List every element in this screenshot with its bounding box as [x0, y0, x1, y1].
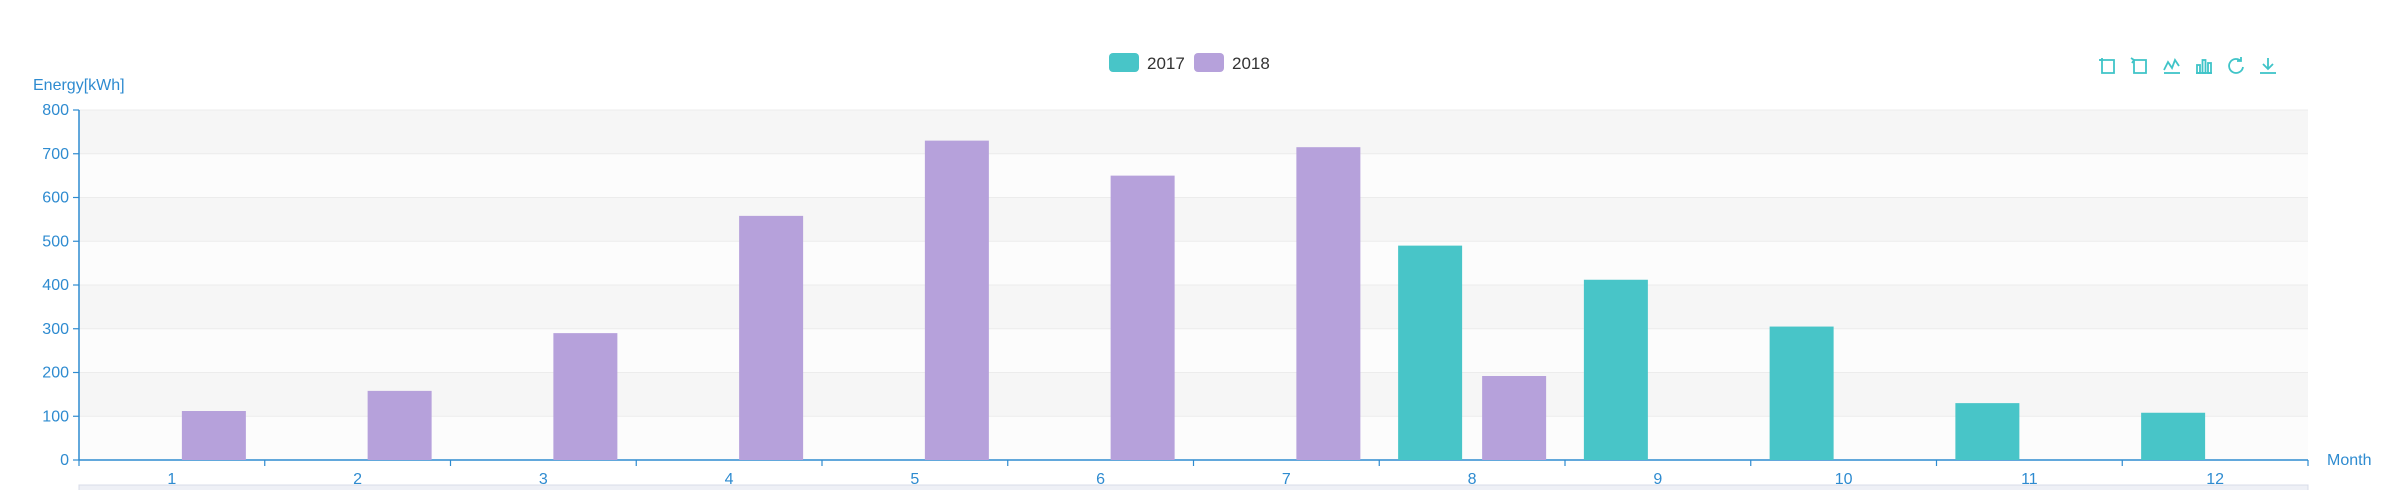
x-tick-label: 9 [1653, 471, 1662, 488]
y-tick-label: 400 [42, 277, 69, 294]
zoom-icon[interactable] [2099, 58, 2115, 74]
grid-band [79, 241, 2308, 285]
legend-label-2017[interactable]: 2017 [1147, 54, 1185, 73]
grid-band [79, 110, 2308, 154]
bar-2018-month-4 [739, 215, 804, 460]
y-axis-ticks: 0 100 200 300 400 500 600 700 800 [42, 102, 79, 469]
bar-2017-month-12 [2141, 412, 2206, 460]
bar-2018-month-8 [1482, 376, 1547, 460]
bar-2018-month-7 [1296, 147, 1361, 460]
legend[interactable]: 2017 2018 [1109, 53, 1270, 73]
x-tick-label: 6 [1096, 471, 1105, 488]
x-tick-label: 4 [725, 471, 734, 488]
x-tick-label: 1 [167, 471, 176, 488]
x-tick-label: 10 [1835, 471, 1853, 488]
restore-icon[interactable] [2228, 57, 2244, 74]
x-axis-title: Month [2327, 452, 2371, 469]
bar-2017-month-9 [1583, 279, 1648, 460]
y-tick-label: 300 [42, 321, 69, 338]
y-tick-label: 700 [42, 146, 69, 163]
bar-2018-month-2 [367, 390, 432, 460]
grid-band [79, 372, 2308, 417]
grid-band [79, 328, 2308, 373]
x-tick-label: 5 [910, 471, 919, 488]
data-zoom-slider[interactable] [78, 484, 2309, 490]
legend-swatch-2017[interactable] [1109, 53, 1139, 72]
legend-swatch-2018[interactable] [1194, 53, 1224, 72]
y-tick-label: 100 [42, 408, 69, 425]
grid-lines [79, 109, 2308, 417]
bar-2018-month-6 [1110, 175, 1175, 460]
y-tick-label: 800 [42, 102, 69, 119]
grid-bands [79, 110, 2308, 460]
x-tick-label: 3 [539, 471, 548, 488]
y-tick-label: 200 [42, 365, 69, 382]
bar-chart-icon[interactable] [2196, 59, 2212, 74]
legend-label-2018[interactable]: 2018 [1232, 54, 1270, 73]
y-axis-title: Energy[kWh] [33, 77, 125, 94]
x-tick-label: 7 [1282, 471, 1291, 488]
grid-band [79, 197, 2308, 242]
zoom-reset-icon[interactable] [2130, 57, 2147, 74]
bar-2017-month-8 [1398, 245, 1463, 460]
bar-2018-month-5 [924, 140, 989, 460]
download-icon[interactable] [2260, 58, 2276, 74]
x-tick-label: 11 [2021, 471, 2038, 488]
grid-band [79, 416, 2308, 460]
bar-2017-month-10 [1769, 326, 1834, 460]
bar-2017-month-11 [1955, 403, 2020, 460]
x-tick-label: 2 [353, 471, 362, 488]
y-tick-label: 0 [60, 452, 69, 469]
toolbox [2099, 57, 2276, 74]
bars [181, 140, 2206, 460]
grid-band [79, 153, 2308, 198]
line-chart-icon[interactable] [2163, 58, 2180, 74]
x-tick-label: 8 [1468, 471, 1477, 488]
x-axis-ticks: 1 2 3 4 5 6 7 8 9 10 11 12 [78, 460, 2309, 488]
bar-2018-month-1 [181, 411, 246, 460]
grid-band [79, 285, 2308, 329]
y-tick-label: 500 [42, 233, 69, 250]
y-tick-label: 600 [42, 190, 69, 207]
x-tick-label: 12 [2206, 471, 2224, 488]
bar-2018-month-3 [553, 333, 618, 460]
